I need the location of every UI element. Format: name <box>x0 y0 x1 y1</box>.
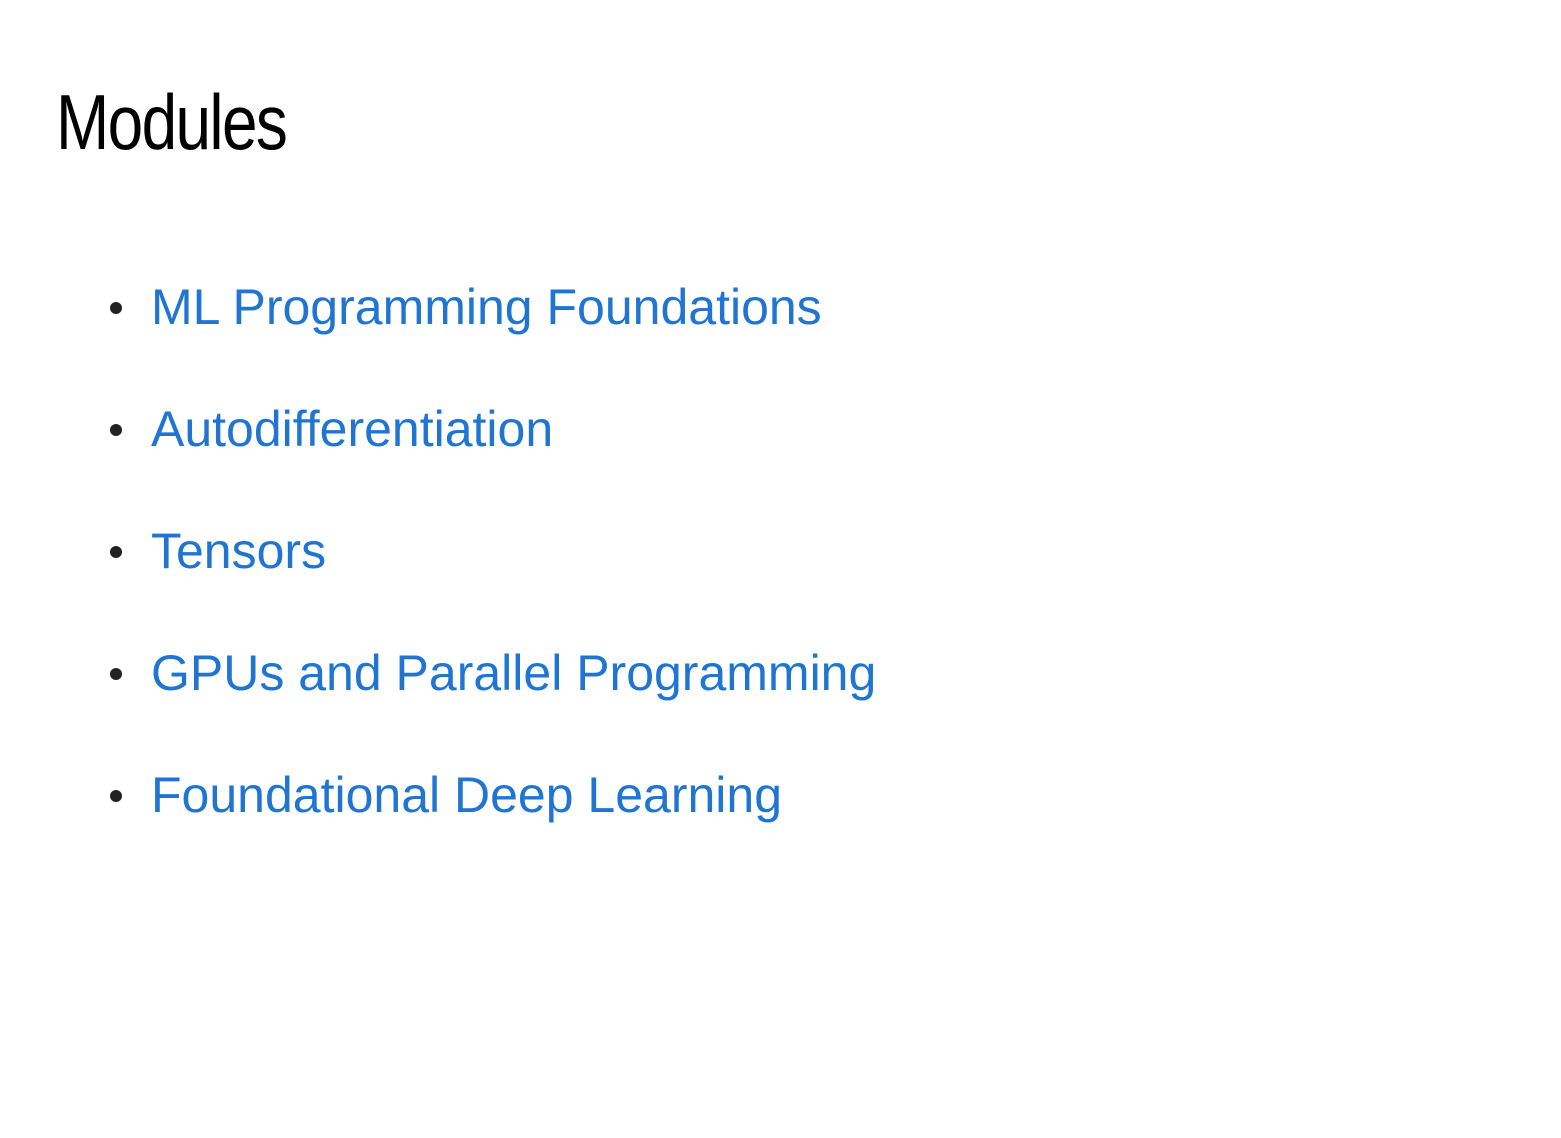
module-link-tensors[interactable]: Tensors <box>151 523 327 579</box>
module-link-ml-programming-foundations[interactable]: ML Programming Foundations <box>151 279 822 335</box>
list-item: Autodifferentiation <box>104 398 876 520</box>
list-item: Foundational Deep Learning <box>104 764 876 886</box>
bullet-icon <box>110 668 122 680</box>
list-item: Tensors <box>104 520 876 642</box>
bullet-icon <box>110 790 122 802</box>
module-list: ML Programming Foundations Autodifferent… <box>104 276 876 886</box>
list-item: GPUs and Parallel Programming <box>104 642 876 764</box>
bullet-icon <box>110 546 122 558</box>
page-title: Modules <box>56 78 288 166</box>
module-link-gpus-and-parallel-programming[interactable]: GPUs and Parallel Programming <box>151 645 877 701</box>
list-item: ML Programming Foundations <box>104 276 876 398</box>
bullet-icon <box>110 424 122 436</box>
bullet-icon <box>110 302 122 314</box>
module-link-foundational-deep-learning[interactable]: Foundational Deep Learning <box>151 767 783 823</box>
module-link-autodifferentiation[interactable]: Autodifferentiation <box>151 401 554 457</box>
